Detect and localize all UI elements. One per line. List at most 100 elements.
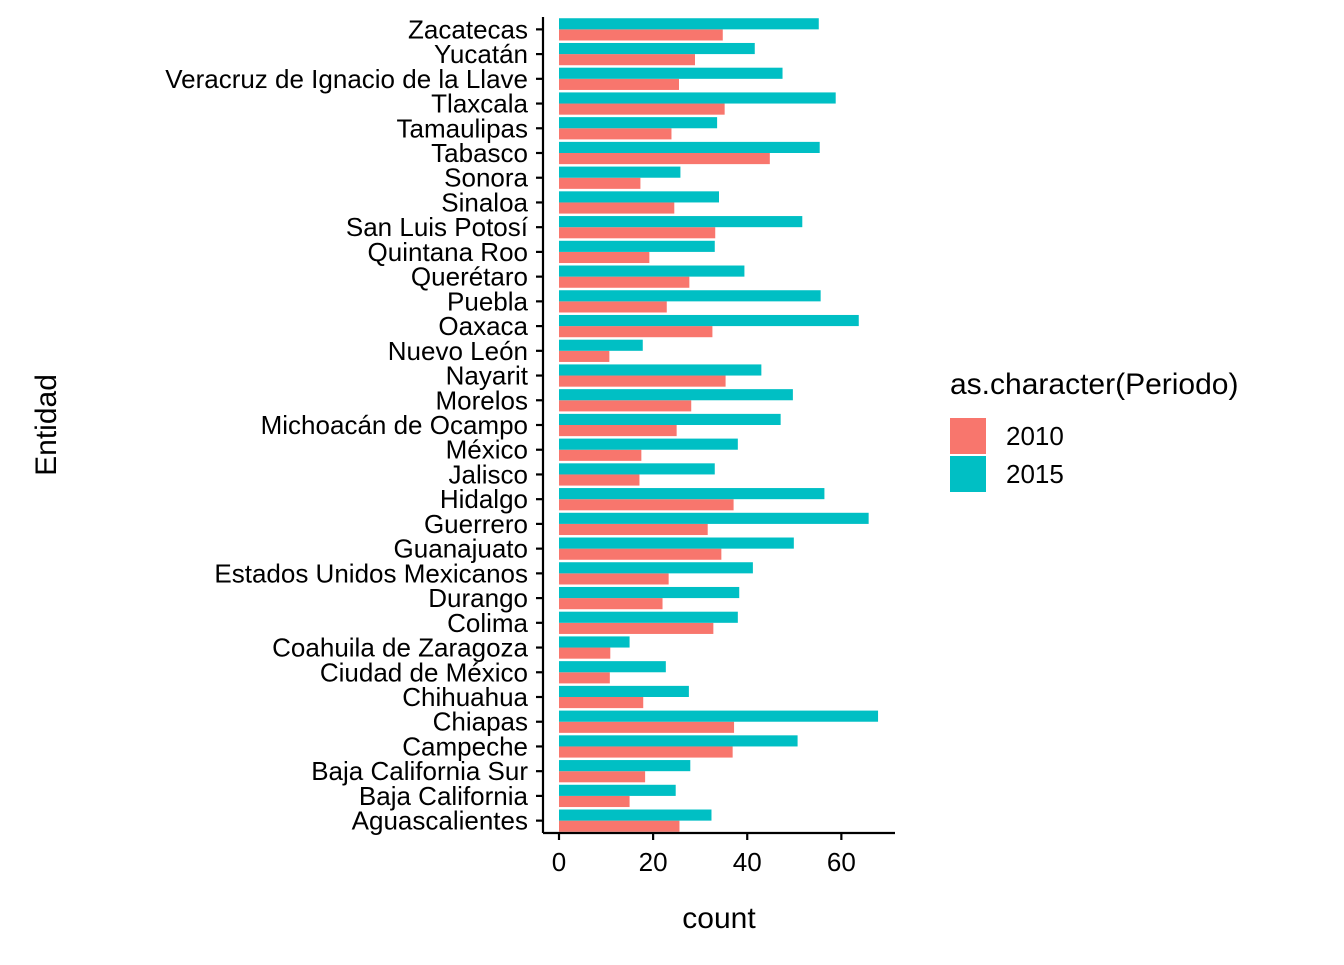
bar-2015 <box>559 166 681 178</box>
bar-2010 <box>559 350 610 362</box>
bar-2015 <box>559 240 715 252</box>
bar-2015 <box>559 364 762 376</box>
bar-2010 <box>559 301 667 313</box>
y-tick-label: Sinaloa <box>441 187 528 217</box>
bar-2015 <box>559 438 738 450</box>
x-tick-label: 0 <box>552 847 566 877</box>
bar-2010 <box>559 573 669 585</box>
bar-2015 <box>559 735 798 747</box>
bar-2010 <box>559 795 630 808</box>
bar-2010 <box>559 523 708 536</box>
bar-2015 <box>559 413 781 425</box>
y-tick-label: Coahuila de Zaragoza <box>272 633 528 663</box>
bar-2010 <box>559 499 734 511</box>
bar-2010 <box>559 227 716 239</box>
bar-2015 <box>559 18 819 30</box>
y-tick-label: Quintana Roo <box>368 237 528 267</box>
bar-2015 <box>559 636 630 648</box>
bar-2010 <box>559 672 610 684</box>
y-tick-label: Yucatán <box>434 39 528 69</box>
bar-2015 <box>559 760 691 772</box>
y-tick-label: Tlaxcala <box>431 89 528 119</box>
bar-2010 <box>559 375 726 387</box>
y-tick-label: Jalisco <box>449 459 528 489</box>
bar-2010 <box>559 771 646 783</box>
bar-2015 <box>559 661 666 673</box>
legend-title: as.character(Periodo) <box>950 368 1238 401</box>
x-tick-label: 60 <box>827 847 856 877</box>
bar-2015 <box>559 537 794 549</box>
bar-2015 <box>559 314 859 327</box>
bar-2010 <box>559 548 722 560</box>
bar-2010 <box>559 697 644 709</box>
bar-2010 <box>559 78 679 90</box>
x-axis-title: count <box>682 902 756 935</box>
y-tick-label: México <box>446 435 528 465</box>
bar-2015 <box>559 611 738 623</box>
bar-2015 <box>559 488 825 500</box>
legend: as.character(Periodo) 2010 2015 <box>950 368 1238 492</box>
y-tick-label: Estados Unidos Mexicanos <box>214 558 528 588</box>
y-axis-title: Entidad <box>30 374 63 476</box>
bar-2010 <box>559 598 663 610</box>
y-tick-label: Hidalgo <box>440 484 528 514</box>
bar-2015 <box>559 710 879 722</box>
x-tick-label: 40 <box>733 847 762 877</box>
x-axis: 0 20 40 60 <box>543 831 895 877</box>
y-tick-label: Durango <box>428 583 528 613</box>
y-tick-label: Querétaro <box>411 262 528 292</box>
bar-2010 <box>559 54 695 66</box>
bar-2010 <box>559 153 770 165</box>
y-tick-label: Aguascalientes <box>352 806 528 836</box>
bar-2010 <box>559 746 733 758</box>
bar-2010 <box>559 721 735 733</box>
bar-2015 <box>559 389 793 401</box>
y-tick-label: Nuevo León <box>388 336 528 366</box>
bar-2015 <box>559 117 718 129</box>
legend-key-2010 <box>950 418 986 454</box>
legend-label: 2015 <box>1006 459 1064 489</box>
bar-2010 <box>559 29 723 41</box>
bar-2010 <box>559 425 677 437</box>
bar-2015 <box>559 290 821 302</box>
bar-2015 <box>559 141 820 153</box>
bar-2010 <box>559 103 725 115</box>
y-tick-label: Baja California <box>359 781 529 811</box>
bar-2010 <box>559 647 611 659</box>
bar-2010 <box>559 251 650 264</box>
y-tick-label: Veracruz de Ignacio de la Llave <box>165 64 528 94</box>
bar-2015 <box>559 784 676 796</box>
y-tick-label: Morelos <box>436 385 528 415</box>
y-tick-label: Tabasco <box>431 138 528 168</box>
bar-2015 <box>559 42 755 55</box>
bar-2015 <box>559 512 869 524</box>
y-tick-label: Colima <box>447 608 528 638</box>
y-tick-label: Zacatecas <box>408 14 528 44</box>
bar-2015 <box>559 265 745 277</box>
bar-2015 <box>559 586 740 599</box>
y-tick-label: Chihuahua <box>402 682 528 712</box>
bar-2015 <box>559 67 783 79</box>
y-tick-label: Oaxaca <box>438 311 528 341</box>
bar-2010 <box>559 820 680 832</box>
bar-2010 <box>559 128 672 140</box>
y-tick-label: Chiapas <box>433 707 528 737</box>
bar-2015 <box>559 191 719 203</box>
y-tick-label: Ciudad de México <box>320 657 528 687</box>
bar-2015 <box>559 562 753 574</box>
bars-layer <box>559 18 879 832</box>
y-tick-label: Guerrero <box>424 509 528 539</box>
y-tick-label: Baja California Sur <box>311 756 528 786</box>
y-tick-label: Campeche <box>402 731 528 761</box>
y-tick-label: San Luis Potosí <box>346 212 529 242</box>
y-tick-label: Nayarit <box>446 361 529 391</box>
bar-2015 <box>559 339 643 351</box>
y-tick-label: Tamaulipas <box>396 113 528 143</box>
bar-2010 <box>559 326 713 338</box>
bar-2010 <box>559 474 640 486</box>
bar-2010 <box>559 177 641 189</box>
legend-label: 2010 <box>1006 421 1064 451</box>
